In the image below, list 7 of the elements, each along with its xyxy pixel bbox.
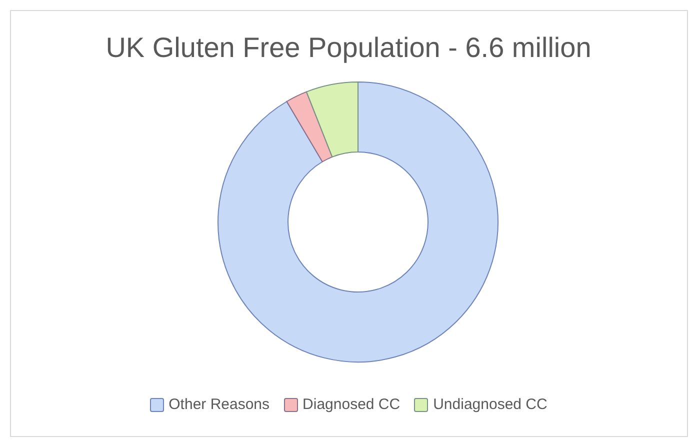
donut-slice (218, 82, 498, 362)
legend-label: Diagnosed CC (302, 396, 400, 413)
donut-slice (306, 82, 358, 158)
chart-title: UK Gluten Free Population - 6.6 million (104, 32, 592, 64)
legend-label: Other Reasons (168, 396, 270, 413)
donut-slice (286, 91, 333, 162)
legend-label: Undiagnosed CC (433, 396, 548, 413)
